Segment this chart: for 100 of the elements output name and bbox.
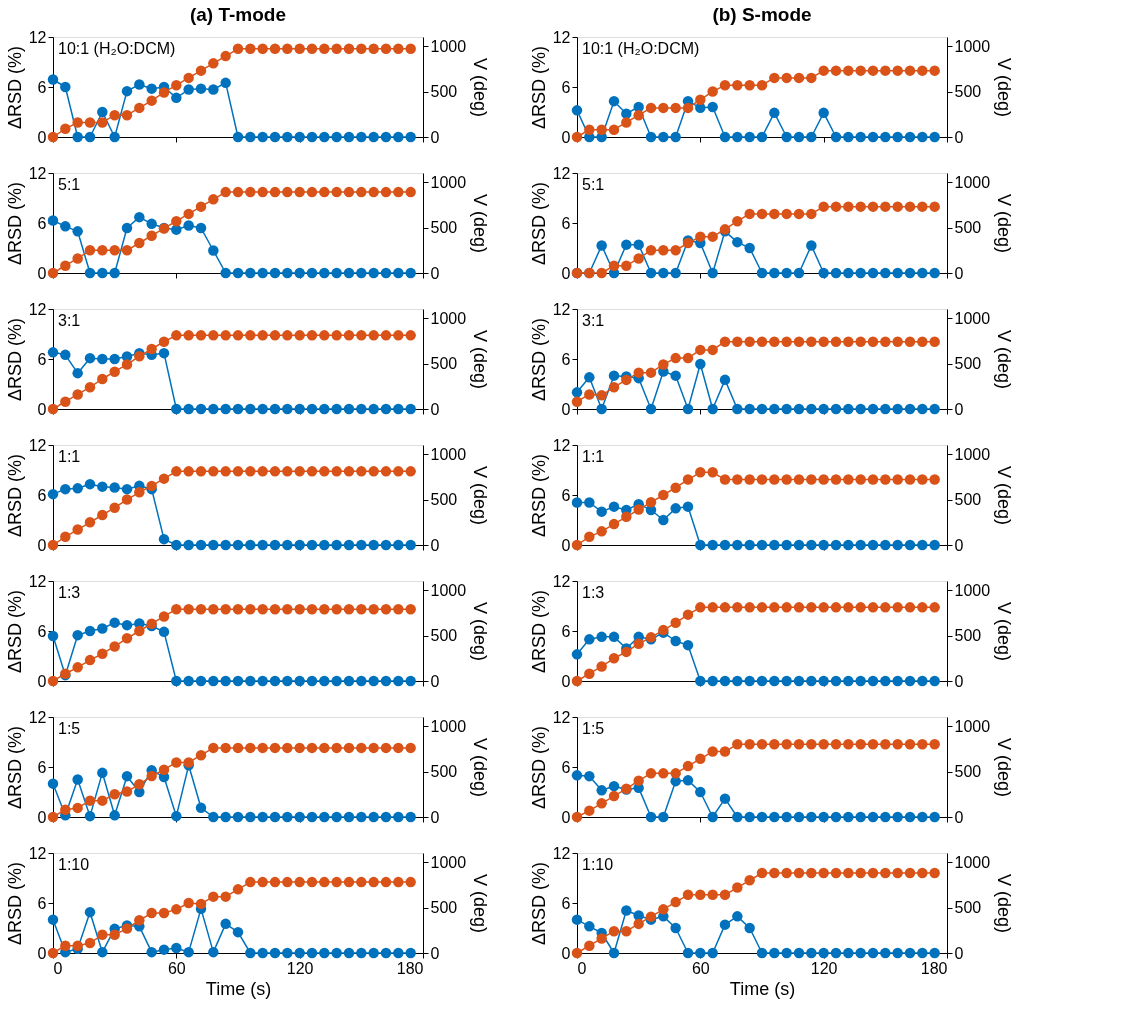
y-axis-title: ΔRSD (%): [528, 453, 549, 538]
y-tick-label: 12: [552, 300, 571, 318]
y2-tick-label: 0: [954, 536, 964, 554]
x-tick-label: 120: [810, 959, 838, 977]
y2-tick-label: 0: [954, 128, 964, 146]
y2-tick-label: 500: [430, 83, 458, 101]
y-tick-label: 0: [561, 400, 571, 418]
y-tick-label: 0: [561, 672, 571, 690]
y-tick-label: 6: [561, 486, 571, 504]
y2-tick-label: 0: [430, 672, 440, 690]
annotation: 3:1: [58, 312, 81, 329]
y-tick-label: 6: [37, 486, 47, 504]
y-tick-label: 6: [37, 78, 47, 96]
y2-tick-label: 500: [430, 627, 458, 645]
y2-tick-label: 1000: [954, 309, 991, 327]
y2-tick-label: 500: [430, 219, 458, 237]
y2-tick-label: 500: [430, 491, 458, 509]
y2-tick-label: 500: [954, 83, 982, 101]
y-tick-label: 6: [37, 214, 47, 232]
annotation: 1:10: [582, 856, 614, 873]
y-tick-label: 12: [28, 708, 47, 726]
x-tick-label: 180: [396, 959, 424, 977]
y-tick-label: 6: [561, 78, 571, 96]
y2-axis-title: V (deg): [994, 873, 1015, 934]
y-tick-label: 0: [561, 536, 571, 554]
y2-axis-title: V (deg): [470, 193, 491, 254]
y2-tick-label: 0: [954, 944, 964, 962]
y-tick-label: 6: [561, 622, 571, 640]
y-tick-label: 0: [37, 264, 47, 282]
y-tick-label: 6: [37, 894, 47, 912]
annotation: 10:1 (H₂O:DCM): [58, 40, 176, 57]
y-tick-label: 6: [37, 758, 47, 776]
y2-tick-label: 1000: [954, 37, 991, 55]
y2-tick-label: 1000: [430, 581, 467, 599]
y-tick-label: 12: [28, 572, 47, 590]
y2-axis-title: V (deg): [994, 329, 1015, 390]
y2-axis-title: V (deg): [994, 193, 1015, 254]
y-tick-label: 12: [28, 28, 47, 46]
y2-tick-label: 1000: [430, 717, 467, 735]
y2-tick-label: 1000: [954, 853, 991, 871]
y-tick-label: 12: [552, 844, 571, 862]
y-tick-label: 12: [552, 436, 571, 454]
y-tick-label: 6: [561, 894, 571, 912]
y-tick-label: 0: [561, 808, 571, 826]
annotation: 1:5: [582, 720, 605, 737]
y2-tick-label: 1000: [430, 445, 467, 463]
y-tick-label: 12: [552, 28, 571, 46]
annotation: 10:1 (H₂O:DCM): [582, 40, 700, 57]
y2-tick-label: 500: [954, 763, 982, 781]
y-tick-label: 0: [561, 128, 571, 146]
y-tick-label: 0: [37, 808, 47, 826]
y2-axis-title: V (deg): [470, 601, 491, 662]
annotation: 1:3: [58, 584, 81, 601]
y2-tick-label: 500: [430, 899, 458, 917]
y-axis-title: ΔRSD (%): [4, 725, 25, 810]
x-tick-label: 60: [691, 959, 710, 977]
chart-title: (b) S-mode: [712, 4, 812, 25]
y-tick-label: 0: [37, 128, 47, 146]
y-axis-title: ΔRSD (%): [4, 45, 25, 130]
x-tick-label: 0: [53, 959, 63, 977]
y-tick-label: 12: [552, 708, 571, 726]
y2-tick-label: 500: [954, 899, 982, 917]
y-tick-label: 0: [37, 944, 47, 962]
y2-tick-label: 500: [430, 355, 458, 373]
y2-tick-label: 1000: [954, 581, 991, 599]
y-tick-label: 12: [552, 164, 571, 182]
y-tick-label: 0: [37, 672, 47, 690]
y-tick-label: 12: [28, 300, 47, 318]
y2-axis-title: V (deg): [994, 601, 1015, 662]
y2-axis-title: V (deg): [470, 873, 491, 934]
y-tick-label: 0: [561, 264, 571, 282]
y-axis-title: ΔRSD (%): [528, 725, 549, 810]
y-axis-title: ΔRSD (%): [528, 589, 549, 674]
y2-tick-label: 1000: [954, 717, 991, 735]
y2-tick-label: 1000: [954, 173, 991, 191]
y-tick-label: 12: [552, 572, 571, 590]
y2-tick-label: 0: [430, 128, 440, 146]
y-axis-title: ΔRSD (%): [528, 45, 549, 130]
y-axis-title: ΔRSD (%): [4, 453, 25, 538]
y2-tick-label: 0: [430, 536, 440, 554]
annotation: 1:5: [58, 720, 81, 737]
chart-title: (a) T-mode: [189, 4, 287, 25]
annotation: 1:1: [582, 448, 605, 465]
y2-axis-title: V (deg): [470, 737, 491, 798]
annotation: 5:1: [582, 176, 605, 193]
y2-axis-title: V (deg): [470, 57, 491, 118]
y-axis-title: ΔRSD (%): [4, 317, 25, 402]
y-tick-label: 0: [561, 944, 571, 962]
x-tick-label: 0: [577, 959, 587, 977]
y-tick-label: 12: [28, 436, 47, 454]
annotation: 5:1: [58, 176, 81, 193]
annotation: 1:1: [58, 448, 81, 465]
y-axis-title: ΔRSD (%): [528, 317, 549, 402]
y-tick-label: 12: [28, 844, 47, 862]
y-tick-label: 6: [561, 758, 571, 776]
y2-axis-title: V (deg): [994, 57, 1015, 118]
y-tick-label: 6: [37, 622, 47, 640]
y2-axis-title: V (deg): [994, 737, 1015, 798]
y2-tick-label: 0: [430, 264, 440, 282]
x-tick-label: 180: [920, 959, 948, 977]
